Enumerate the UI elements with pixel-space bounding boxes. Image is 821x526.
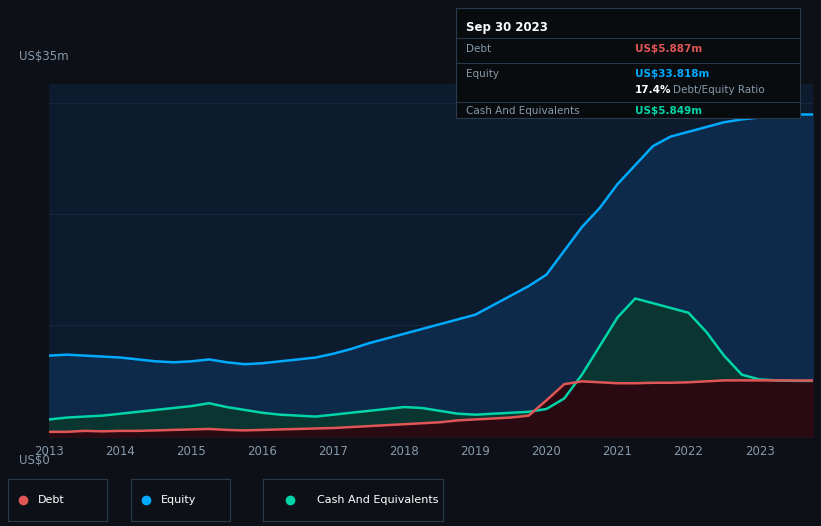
Text: US$33.818m: US$33.818m — [635, 69, 709, 79]
Text: US$0: US$0 — [19, 454, 49, 467]
Text: US$5.887m: US$5.887m — [635, 44, 702, 54]
Text: Debt: Debt — [38, 494, 65, 505]
Text: Debt/Equity Ratio: Debt/Equity Ratio — [673, 85, 764, 95]
Text: Cash And Equivalents: Cash And Equivalents — [317, 494, 438, 505]
Text: Equity: Equity — [161, 494, 196, 505]
Text: 17.4%: 17.4% — [635, 85, 672, 95]
Text: Debt: Debt — [466, 44, 491, 54]
Text: US$5.849m: US$5.849m — [635, 106, 702, 116]
Text: Equity: Equity — [466, 69, 499, 79]
Text: Cash And Equivalents: Cash And Equivalents — [466, 106, 580, 116]
Text: US$35m: US$35m — [19, 50, 68, 63]
Text: Sep 30 2023: Sep 30 2023 — [466, 21, 548, 34]
